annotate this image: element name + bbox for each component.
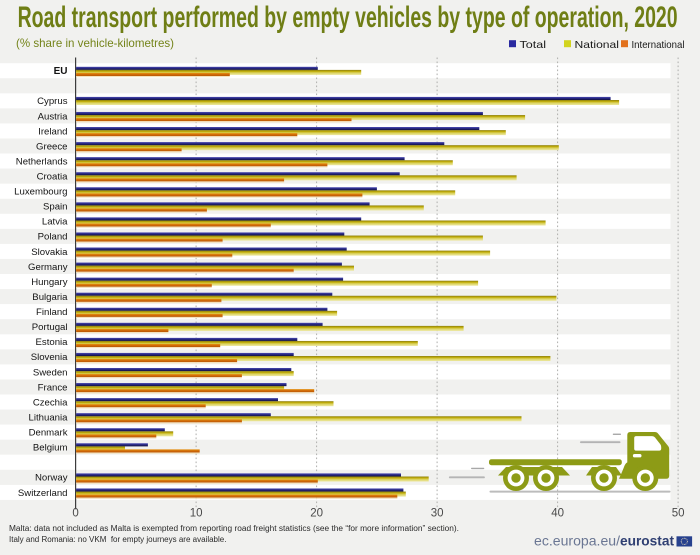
svg-text:Czechia: Czechia — [33, 397, 68, 408]
svg-text:40: 40 — [551, 508, 564, 520]
svg-text:Austria: Austria — [38, 111, 69, 122]
svg-text:Slovenia: Slovenia — [31, 352, 68, 363]
svg-text:Netherlands: Netherlands — [16, 156, 68, 167]
svg-text:Greece: Greece — [36, 141, 67, 152]
svg-text:Bulgaria: Bulgaria — [32, 292, 68, 303]
svg-text:Spain: Spain — [43, 202, 68, 213]
svg-text:(% share in vehicle-kilometres: (% share in vehicle-kilometres) — [16, 36, 174, 50]
svg-text:Cyprus: Cyprus — [37, 96, 68, 107]
svg-text:International: International — [632, 39, 685, 51]
svg-text:Slovakia: Slovakia — [31, 247, 68, 258]
svg-text:Malta: data not included as Ma: Malta: data not included as Malta is exe… — [9, 524, 459, 533]
svg-text:Belgium: Belgium — [33, 443, 68, 454]
svg-text:France: France — [38, 382, 68, 393]
svg-text:50: 50 — [672, 508, 685, 520]
svg-text:0: 0 — [72, 508, 78, 520]
svg-text:Estonia: Estonia — [36, 337, 69, 348]
svg-text:ec.europa.eu/eurostat: ec.europa.eu/eurostat — [534, 533, 674, 549]
svg-text:10: 10 — [190, 508, 203, 520]
svg-text:Luxembourg: Luxembourg — [14, 187, 67, 198]
svg-text:30: 30 — [431, 508, 444, 520]
svg-text:Lithuania: Lithuania — [29, 412, 69, 423]
svg-text:Ireland: Ireland — [38, 126, 67, 137]
svg-text:20: 20 — [310, 508, 323, 520]
svg-text:EU: EU — [54, 66, 68, 77]
svg-text:Switzerland: Switzerland — [18, 488, 68, 499]
svg-text:Portugal: Portugal — [32, 322, 68, 333]
svg-text:National: National — [575, 39, 620, 51]
svg-text:Hungary: Hungary — [31, 277, 67, 288]
svg-text:Poland: Poland — [38, 232, 68, 243]
svg-text:Road transport performed by em: Road transport performed by empty vehicl… — [18, 1, 678, 34]
svg-text:Sweden: Sweden — [33, 367, 68, 378]
svg-text:Total: Total — [520, 39, 547, 51]
svg-text:Denmark: Denmark — [29, 428, 68, 439]
svg-text:Croatia: Croatia — [37, 172, 69, 183]
svg-text:Italy and Romania: no VKM for: Italy and Romania: no VKM for empty jour… — [9, 535, 226, 544]
svg-text:Germany: Germany — [28, 262, 68, 273]
svg-text:Norway: Norway — [35, 473, 68, 484]
svg-text:Finland: Finland — [36, 307, 67, 318]
svg-text:Latvia: Latvia — [42, 217, 68, 228]
